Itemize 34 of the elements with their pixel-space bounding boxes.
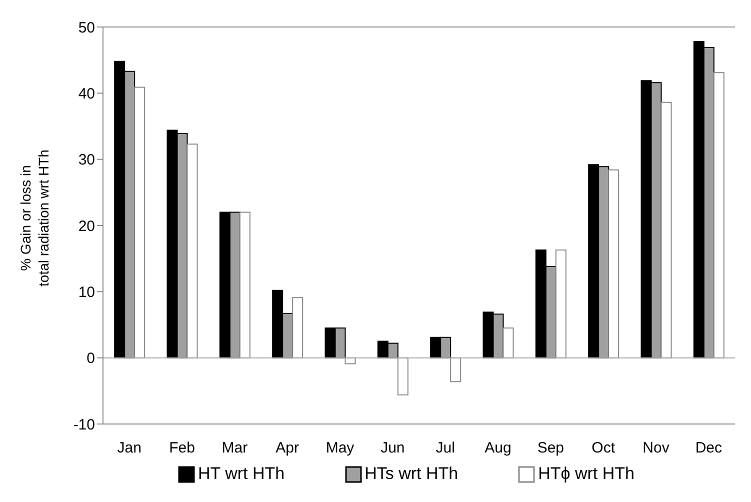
bar [186,144,198,358]
x-tick-label: Apr [276,440,300,457]
x-tick-label: Jul [436,440,455,457]
bar [134,86,146,358]
x-tick-label: Feb [169,440,195,457]
y-tick-label: -10 [73,416,95,434]
y-tick-label: 30 [78,152,95,169]
bar [660,102,672,358]
x-tick-label: May [326,440,355,457]
x-tick-label: Nov [642,440,670,457]
bar [608,169,620,358]
bar [502,328,514,358]
bar [450,357,462,382]
bar [292,297,304,358]
x-tick-label: Aug [484,440,512,457]
x-tick-label: Mar [222,440,248,457]
x-tick-label: Jan [117,440,142,457]
bar [713,72,724,358]
legend-label: HTϕ wrt HTh [538,464,634,484]
bar [555,249,566,358]
y-tick-label: 20 [78,218,95,235]
x-tick-label: Jun [380,440,405,457]
bar [239,212,250,358]
x-tick-label: Sep [537,440,564,457]
legend-label: HT wrt HTh [198,464,285,484]
y-tick-label: 50 [78,19,95,36]
legend-label: HTs wrt HTh [364,464,458,484]
x-tick-label: Dec [695,440,722,457]
bar [397,357,408,396]
y-axis-title: % Gain or loss in total radiation wrt HTh [16,150,52,286]
y-tick-label: 10 [78,284,95,301]
y-tick-label: 40 [78,85,95,102]
y-tick-label: 0 [86,350,95,368]
x-tick-label: Oct [592,440,616,457]
